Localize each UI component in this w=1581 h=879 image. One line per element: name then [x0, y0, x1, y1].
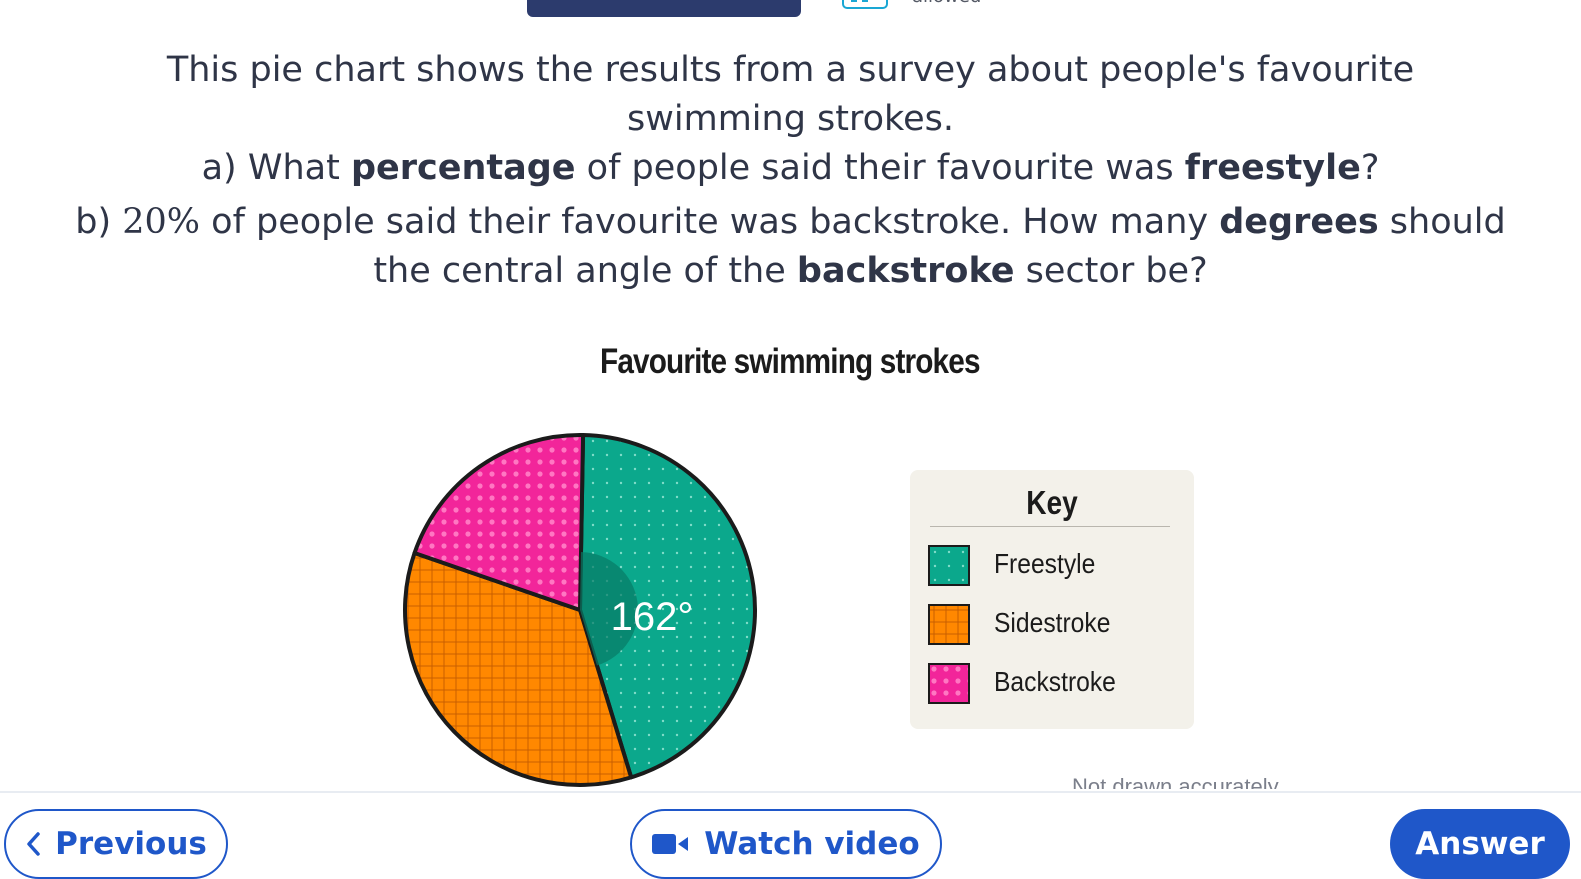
chevron-left-icon [27, 832, 40, 856]
video-camera-icon [652, 834, 689, 854]
answer-button-label: Answer [1415, 826, 1545, 862]
question-part-b: b) 20% of people said their favourite wa… [75, 202, 1506, 242]
calculator-icon [842, 0, 888, 9]
legend-label-sidestroke: Sidestroke [994, 607, 1111, 638]
legend: Key Freestyle Sidestroke Backstroke [910, 470, 1194, 729]
chart-title: Favourite swimming strokes [599, 342, 980, 381]
angle-annotation: 162° [611, 595, 694, 639]
percentage-value: 20% [122, 202, 201, 242]
legend-swatch-backstroke [928, 663, 970, 704]
question-text: This pie chart shows the results from a … [0, 46, 1581, 296]
watch-video-button[interactable]: Watch video [630, 809, 942, 879]
legend-divider [930, 526, 1170, 527]
question-part-a: a) What percentage of people said their … [201, 148, 1380, 188]
calculator-allowed-text: allowed [912, 0, 981, 7]
watch-video-button-label: Watch video [704, 826, 920, 862]
question-line-2: swimming strokes. [627, 99, 954, 139]
question-part-b-line-2: the central angle of the backstroke sect… [373, 251, 1208, 291]
question-line-1: This pie chart shows the results from a … [166, 50, 1415, 90]
angle-marker [580, 552, 638, 666]
answer-button[interactable]: Answer [1390, 809, 1570, 879]
legend-title: Key [1026, 484, 1078, 521]
previous-button-label: Previous [55, 826, 207, 862]
legend-swatch-freestyle [928, 545, 970, 586]
legend-label-backstroke: Backstroke [994, 666, 1116, 697]
pie-slice-sidestroke [403, 551, 634, 787]
previous-button[interactable]: Previous [4, 809, 228, 879]
pie-chart: 162° [403, 433, 757, 787]
pie-slice-freestyle [578, 433, 757, 780]
legend-label-freestyle: Freestyle [994, 548, 1096, 579]
not-drawn-accurately-note: Not drawn accurately [1072, 774, 1279, 789]
pie-slice-backstroke [412, 433, 586, 612]
legend-swatch-sidestroke [928, 604, 970, 645]
footer-divider [0, 791, 1581, 793]
header-bar [527, 0, 801, 17]
